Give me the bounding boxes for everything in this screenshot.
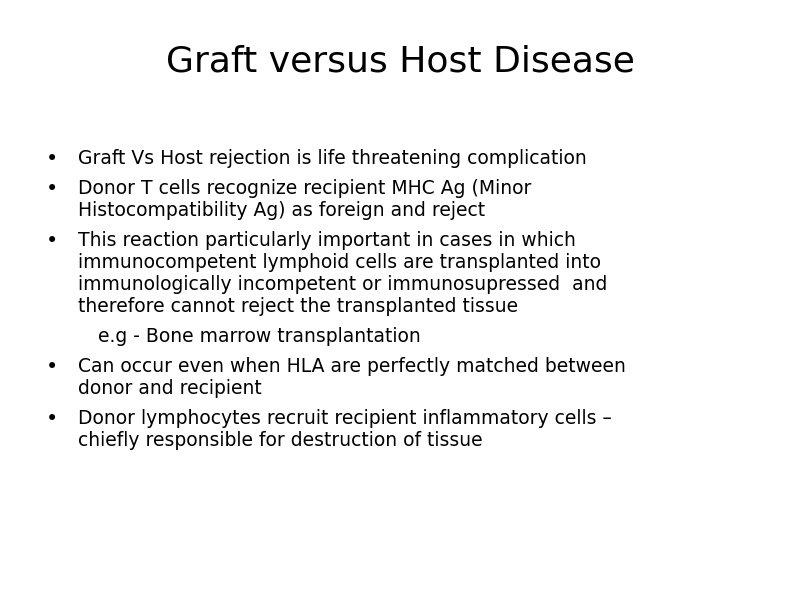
- Text: donor and recipient: donor and recipient: [78, 379, 262, 398]
- Text: •: •: [46, 179, 58, 199]
- Text: Graft Vs Host rejection is life threatening complication: Graft Vs Host rejection is life threaten…: [78, 149, 586, 169]
- Text: chiefly responsible for destruction of tissue: chiefly responsible for destruction of t…: [78, 431, 482, 451]
- Text: Can occur even when HLA are perfectly matched between: Can occur even when HLA are perfectly ma…: [78, 358, 626, 377]
- Text: Donor lymphocytes recruit recipient inflammatory cells –: Donor lymphocytes recruit recipient infl…: [78, 409, 612, 428]
- Text: immunologically incompetent or immunosupressed  and: immunologically incompetent or immunosup…: [78, 275, 607, 295]
- Text: Donor T cells recognize recipient MHC Ag (Minor: Donor T cells recognize recipient MHC Ag…: [78, 179, 531, 199]
- Text: e.g - Bone marrow transplantation: e.g - Bone marrow transplantation: [98, 328, 421, 346]
- Text: Histocompatibility Ag) as foreign and reject: Histocompatibility Ag) as foreign and re…: [78, 202, 485, 220]
- Text: immunocompetent lymphoid cells are transplanted into: immunocompetent lymphoid cells are trans…: [78, 253, 601, 272]
- Text: This reaction particularly important in cases in which: This reaction particularly important in …: [78, 232, 576, 251]
- Text: •: •: [46, 357, 58, 377]
- Text: Graft versus Host Disease: Graft versus Host Disease: [166, 45, 634, 79]
- Text: therefore cannot reject the transplanted tissue: therefore cannot reject the transplanted…: [78, 298, 518, 317]
- Text: •: •: [46, 409, 58, 429]
- Text: •: •: [46, 149, 58, 169]
- Text: •: •: [46, 231, 58, 251]
